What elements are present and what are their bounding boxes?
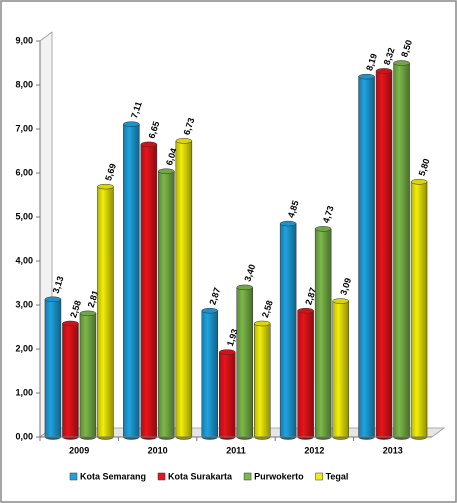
bar-top bbox=[236, 284, 253, 291]
bar bbox=[175, 140, 193, 438]
bar-top bbox=[254, 320, 271, 327]
y-tick-label: 1,00 bbox=[15, 387, 33, 397]
x-tick-label: 2012 bbox=[304, 445, 324, 455]
legend-label: Kota Semarang bbox=[80, 471, 146, 481]
y-tick-label: 6,00 bbox=[15, 167, 33, 177]
legend-label: Tegal bbox=[326, 471, 349, 481]
x-tick-label: 2013 bbox=[383, 445, 403, 455]
y-tick-label: 3,00 bbox=[15, 299, 33, 309]
bar bbox=[279, 223, 297, 438]
bar-top bbox=[62, 320, 79, 327]
bar-top bbox=[175, 138, 193, 144]
bar bbox=[62, 323, 79, 438]
bar bbox=[123, 123, 140, 438]
bar bbox=[297, 310, 314, 438]
bar-top bbox=[79, 310, 97, 317]
legend-swatch bbox=[157, 472, 166, 481]
bar-top bbox=[201, 307, 218, 314]
bar bbox=[410, 181, 428, 438]
x-tick-label: 2009 bbox=[69, 445, 89, 455]
bar-top bbox=[332, 298, 349, 304]
bar bbox=[201, 310, 218, 438]
bar-top bbox=[158, 168, 175, 174]
bar bbox=[158, 170, 175, 438]
y-tick-label: 9,00 bbox=[15, 35, 33, 45]
bar bbox=[236, 287, 253, 438]
y-tick-label: 0,00 bbox=[15, 431, 33, 441]
bar-top bbox=[279, 220, 297, 227]
legend-swatch bbox=[69, 472, 78, 481]
bar-top bbox=[410, 179, 428, 185]
bar bbox=[140, 144, 158, 438]
y-tick-label: 7,00 bbox=[15, 123, 33, 133]
bar-top bbox=[375, 68, 393, 74]
bar-top bbox=[393, 60, 410, 66]
bar-top bbox=[44, 296, 62, 303]
bar-top bbox=[358, 73, 375, 80]
y-tick-label: 5,00 bbox=[15, 211, 33, 221]
legend-swatch bbox=[243, 472, 252, 481]
bar bbox=[332, 300, 349, 438]
bar-top bbox=[97, 183, 114, 190]
bar bbox=[97, 186, 114, 438]
legend-label: Purwokerto bbox=[254, 471, 304, 481]
bar bbox=[254, 323, 271, 438]
x-tick-label: 2011 bbox=[226, 445, 246, 455]
y-tick-label: 2,00 bbox=[15, 343, 33, 353]
bar bbox=[358, 76, 375, 438]
bar-top bbox=[314, 226, 332, 232]
bar bbox=[219, 351, 236, 438]
bar-top bbox=[123, 121, 140, 127]
bar-top bbox=[219, 349, 236, 355]
y-tick-label: 8,00 bbox=[15, 79, 33, 89]
bar bbox=[79, 313, 97, 438]
legend-label: Kota Surakarta bbox=[168, 471, 233, 481]
y-tick-label: 4,00 bbox=[15, 255, 33, 265]
bar bbox=[314, 228, 332, 438]
bar bbox=[375, 70, 393, 438]
legend-swatch bbox=[315, 472, 323, 481]
bar-top bbox=[297, 307, 314, 314]
bar-top bbox=[140, 141, 158, 148]
bar bbox=[44, 299, 62, 438]
x-tick-label: 2010 bbox=[148, 445, 168, 455]
bar bbox=[393, 62, 410, 438]
